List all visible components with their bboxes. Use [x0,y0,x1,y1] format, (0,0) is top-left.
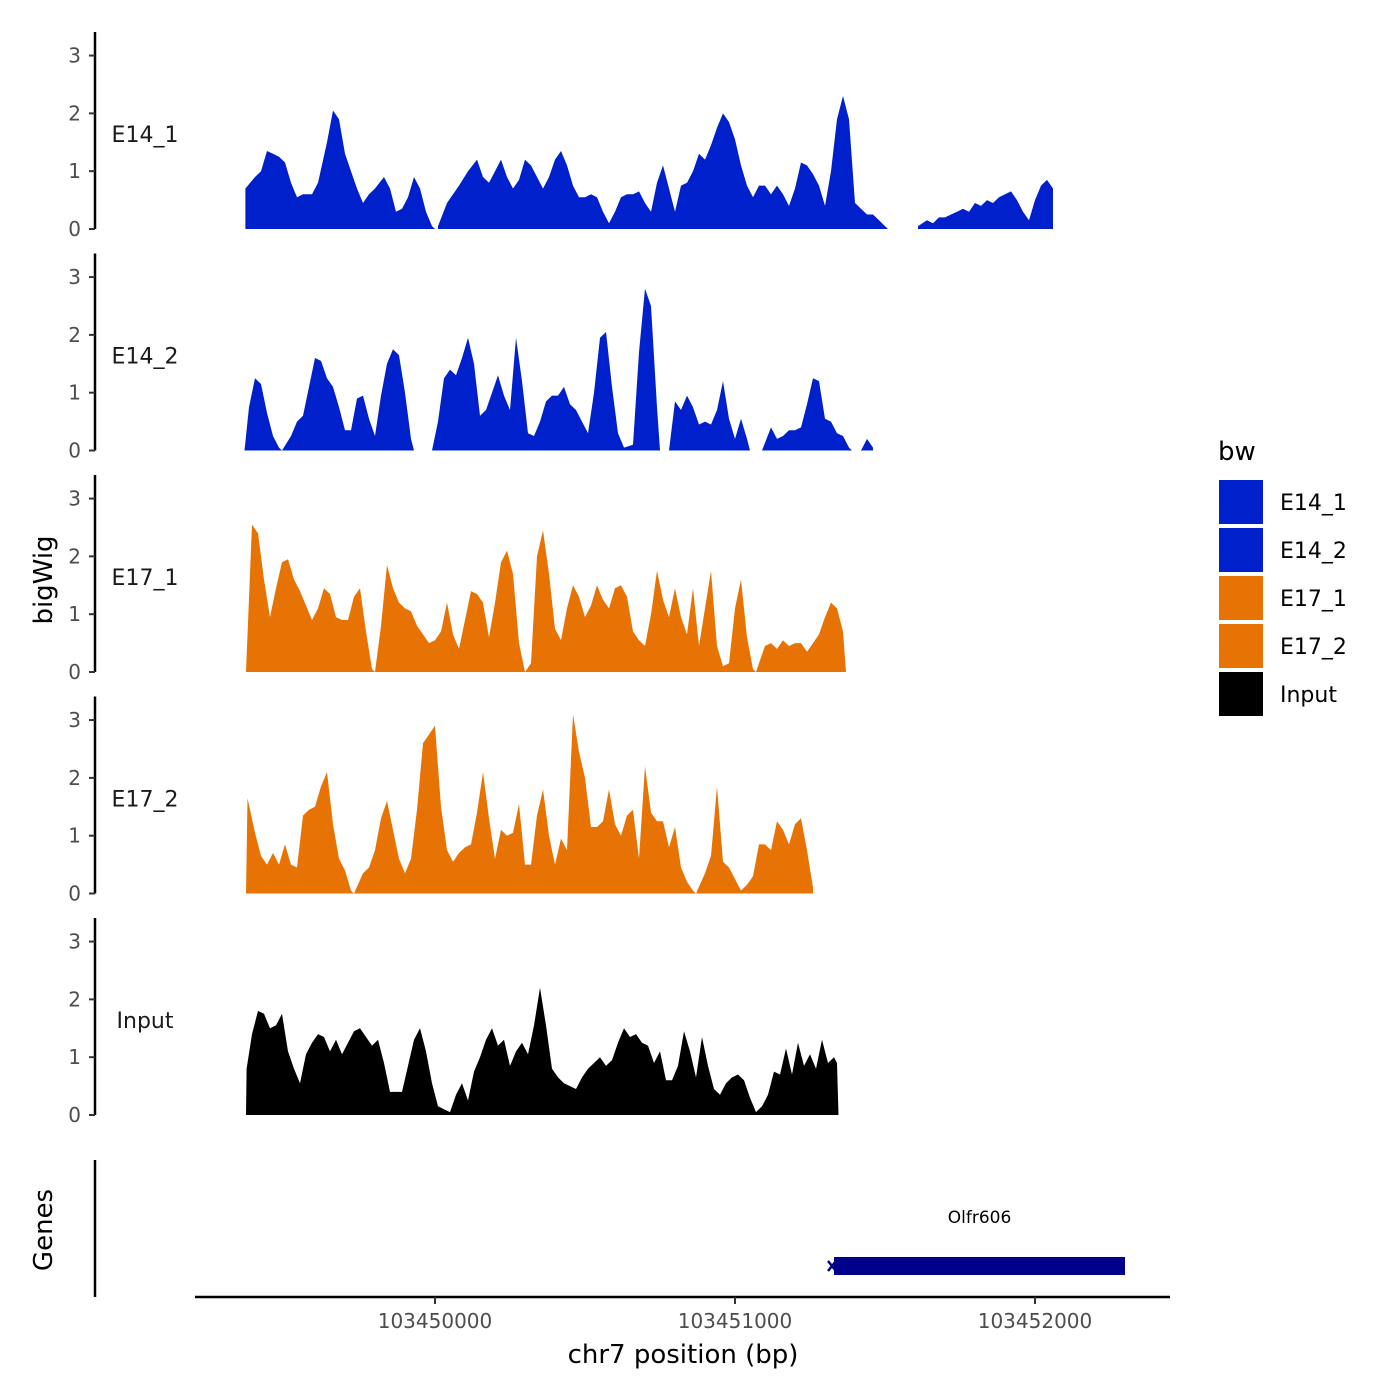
strand-marker [827,1260,837,1272]
coverage-area [246,524,846,672]
y-tick-label: 0 [68,882,81,906]
track-label: Input [117,1009,174,1034]
gene-label: Olfr606 [948,1208,1012,1228]
y-tick-label: 0 [68,439,81,463]
gene-body [834,1257,1125,1275]
legend: bw E14_1 E14_2 E17_1 E17_2 Input [1218,437,1347,716]
legend-label-e17-2: E17_2 [1280,635,1347,660]
y-tick-label: 3 [68,708,81,732]
coverage-area [246,987,839,1115]
y-tick-label: 1 [68,824,81,848]
track-label: E14_2 [112,345,179,370]
x-axis: 103450000 103451000 103452000 [195,1295,1170,1333]
y-tick-label: 2 [68,766,81,790]
track-e17-1: 0 1 2 3 E17_1 [68,475,846,684]
y-tick-label: 3 [68,265,81,289]
y-tick-label: 2 [68,323,81,347]
gene-olfr606: Olfr606 [827,1208,1125,1275]
y-tick-label: 1 [68,602,81,626]
coverage-area [245,96,1053,229]
coverage-area [246,714,813,894]
track-label: E17_1 [112,566,179,591]
legend-title: bw [1218,437,1256,467]
track-input: 0 1 2 3 Input [68,918,839,1127]
track-e17-2: 0 1 2 3 E17_2 [68,696,813,906]
y-tick-label: 3 [68,44,81,68]
y-tick-label: 0 [68,660,81,684]
y-tick-label: 1 [68,159,81,183]
y-tick-label: 1 [68,1045,81,1069]
y-tick-label: 2 [68,544,81,568]
legend-label-input: Input [1280,683,1337,708]
y-tick-label: 3 [68,487,81,511]
legend-label-e14-1: E14_1 [1280,491,1347,516]
legend-swatch-e14-2 [1219,528,1263,572]
x-tick-label: 103450000 [378,1309,493,1333]
y-tick-label: 3 [68,930,81,954]
y-tick-label: 0 [68,1103,81,1127]
y-tick-label: 2 [68,987,81,1011]
legend-swatch-e17-2 [1219,624,1263,668]
legend-label-e14-2: E14_2 [1280,539,1347,564]
x-axis-title: chr7 position (bp) [568,1340,799,1370]
legend-swatch-e17-1 [1219,576,1263,620]
y-tick-label: 1 [68,381,81,405]
x-tick-label: 103451000 [678,1309,793,1333]
y-axis-title: bigWig [29,535,59,624]
y-tick-label: 2 [68,101,81,125]
track-label: E14_1 [112,123,179,148]
track-label: E17_2 [112,788,179,813]
track-e14-1: 0 1 2 3 E14_1 [68,32,1053,241]
coverage-area [244,288,873,451]
genes-axis-title: Genes [29,1189,59,1271]
coverage-tracks: 0 1 2 3 E14_1 0 1 2 3 E14_2 0 1 2 3 E17_1 0 1 2 3 E17_2 0 1 2 3… [68,32,1053,1127]
legend-swatch-input [1219,672,1263,716]
x-tick-label: 103452000 [978,1309,1093,1333]
track-e14-2: 0 1 2 3 E14_2 [68,253,873,463]
legend-swatch-e14-1 [1219,480,1263,524]
legend-label-e17-1: E17_1 [1280,587,1347,612]
y-tick-label: 0 [68,217,81,241]
gene-track: Olfr606 [93,1160,1125,1297]
